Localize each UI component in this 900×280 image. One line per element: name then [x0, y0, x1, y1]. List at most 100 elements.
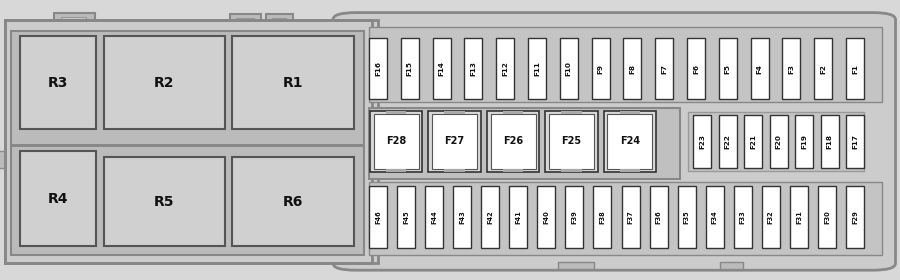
Text: F24: F24	[620, 136, 640, 146]
Bar	[232, 36, 354, 129]
Text: F32: F32	[768, 210, 774, 224]
Bar	[818, 186, 836, 248]
Bar	[509, 186, 527, 248]
Text: F44: F44	[431, 210, 437, 224]
Bar	[487, 111, 539, 172]
Text: F15: F15	[407, 61, 413, 76]
Text: F23: F23	[699, 134, 705, 149]
Bar	[0, 151, 7, 168]
Bar	[20, 36, 96, 129]
Text: F26: F26	[503, 136, 523, 146]
Text: F8: F8	[629, 64, 635, 74]
Text: F11: F11	[534, 61, 540, 76]
Bar	[369, 186, 387, 248]
Text: F40: F40	[544, 210, 549, 224]
Text: R1: R1	[283, 76, 303, 90]
Bar	[558, 262, 594, 269]
Text: F42: F42	[487, 210, 493, 224]
Bar	[491, 114, 536, 169]
Bar	[370, 111, 422, 172]
Bar	[593, 186, 611, 248]
Bar	[622, 186, 640, 248]
Text: F35: F35	[684, 210, 689, 224]
Bar	[374, 114, 419, 169]
Bar	[782, 38, 800, 99]
Bar	[433, 38, 451, 99]
Bar	[719, 38, 737, 99]
Bar	[444, 111, 465, 114]
Bar	[751, 38, 769, 99]
Bar	[761, 186, 779, 248]
Bar	[432, 114, 477, 169]
Bar	[821, 115, 839, 168]
Bar	[54, 13, 94, 28]
Text: F30: F30	[824, 210, 830, 224]
Text: F38: F38	[599, 210, 606, 224]
Bar	[272, 18, 286, 27]
Text: F18: F18	[826, 134, 832, 149]
Text: F41: F41	[516, 210, 521, 224]
Bar	[232, 157, 354, 246]
Bar	[720, 262, 742, 269]
Bar	[369, 182, 882, 255]
Text: F5: F5	[724, 64, 731, 74]
Bar	[734, 186, 752, 248]
Bar	[4, 20, 378, 263]
Text: F10: F10	[566, 61, 572, 76]
Text: F17: F17	[852, 134, 858, 149]
Bar	[369, 38, 387, 99]
Bar	[385, 111, 407, 114]
Text: F28: F28	[386, 136, 406, 146]
Bar	[693, 115, 711, 168]
Bar	[688, 112, 864, 171]
Text: F36: F36	[655, 210, 661, 224]
Text: F25: F25	[562, 136, 581, 146]
Text: R5: R5	[154, 195, 175, 209]
Bar	[482, 186, 500, 248]
Bar	[369, 108, 680, 179]
Text: F19: F19	[801, 134, 807, 149]
Text: R2: R2	[154, 76, 175, 90]
Bar	[104, 157, 225, 246]
Bar	[549, 114, 594, 169]
Bar	[385, 169, 407, 172]
FancyBboxPatch shape	[333, 13, 896, 270]
Bar	[624, 38, 642, 99]
Text: F21: F21	[750, 134, 756, 149]
Bar	[619, 111, 641, 114]
Bar	[444, 169, 465, 172]
Bar	[565, 186, 583, 248]
Bar	[464, 38, 482, 99]
Bar	[11, 144, 364, 147]
Text: R6: R6	[283, 195, 303, 209]
Text: F16: F16	[375, 61, 381, 76]
Bar	[770, 115, 788, 168]
Bar	[790, 186, 808, 248]
Bar	[454, 186, 472, 248]
Text: F1: F1	[852, 64, 858, 74]
Text: F46: F46	[375, 210, 381, 224]
Text: F22: F22	[724, 134, 731, 149]
Bar	[608, 114, 652, 169]
Bar	[795, 115, 813, 168]
Text: F45: F45	[403, 210, 410, 224]
Bar	[428, 111, 481, 172]
Bar	[561, 169, 582, 172]
Bar	[104, 36, 225, 129]
Text: F20: F20	[776, 134, 781, 149]
Text: F29: F29	[852, 210, 858, 224]
Bar	[846, 186, 864, 248]
Text: R4: R4	[48, 192, 68, 206]
Text: F27: F27	[445, 136, 464, 146]
Bar	[604, 111, 656, 172]
Text: F14: F14	[438, 61, 445, 76]
Bar	[528, 38, 546, 99]
Bar	[678, 186, 696, 248]
Bar	[846, 38, 864, 99]
Bar	[650, 186, 668, 248]
Text: F34: F34	[712, 210, 717, 224]
Bar	[61, 17, 86, 27]
Bar	[561, 111, 582, 114]
Bar	[706, 186, 724, 248]
Text: F43: F43	[459, 210, 465, 224]
